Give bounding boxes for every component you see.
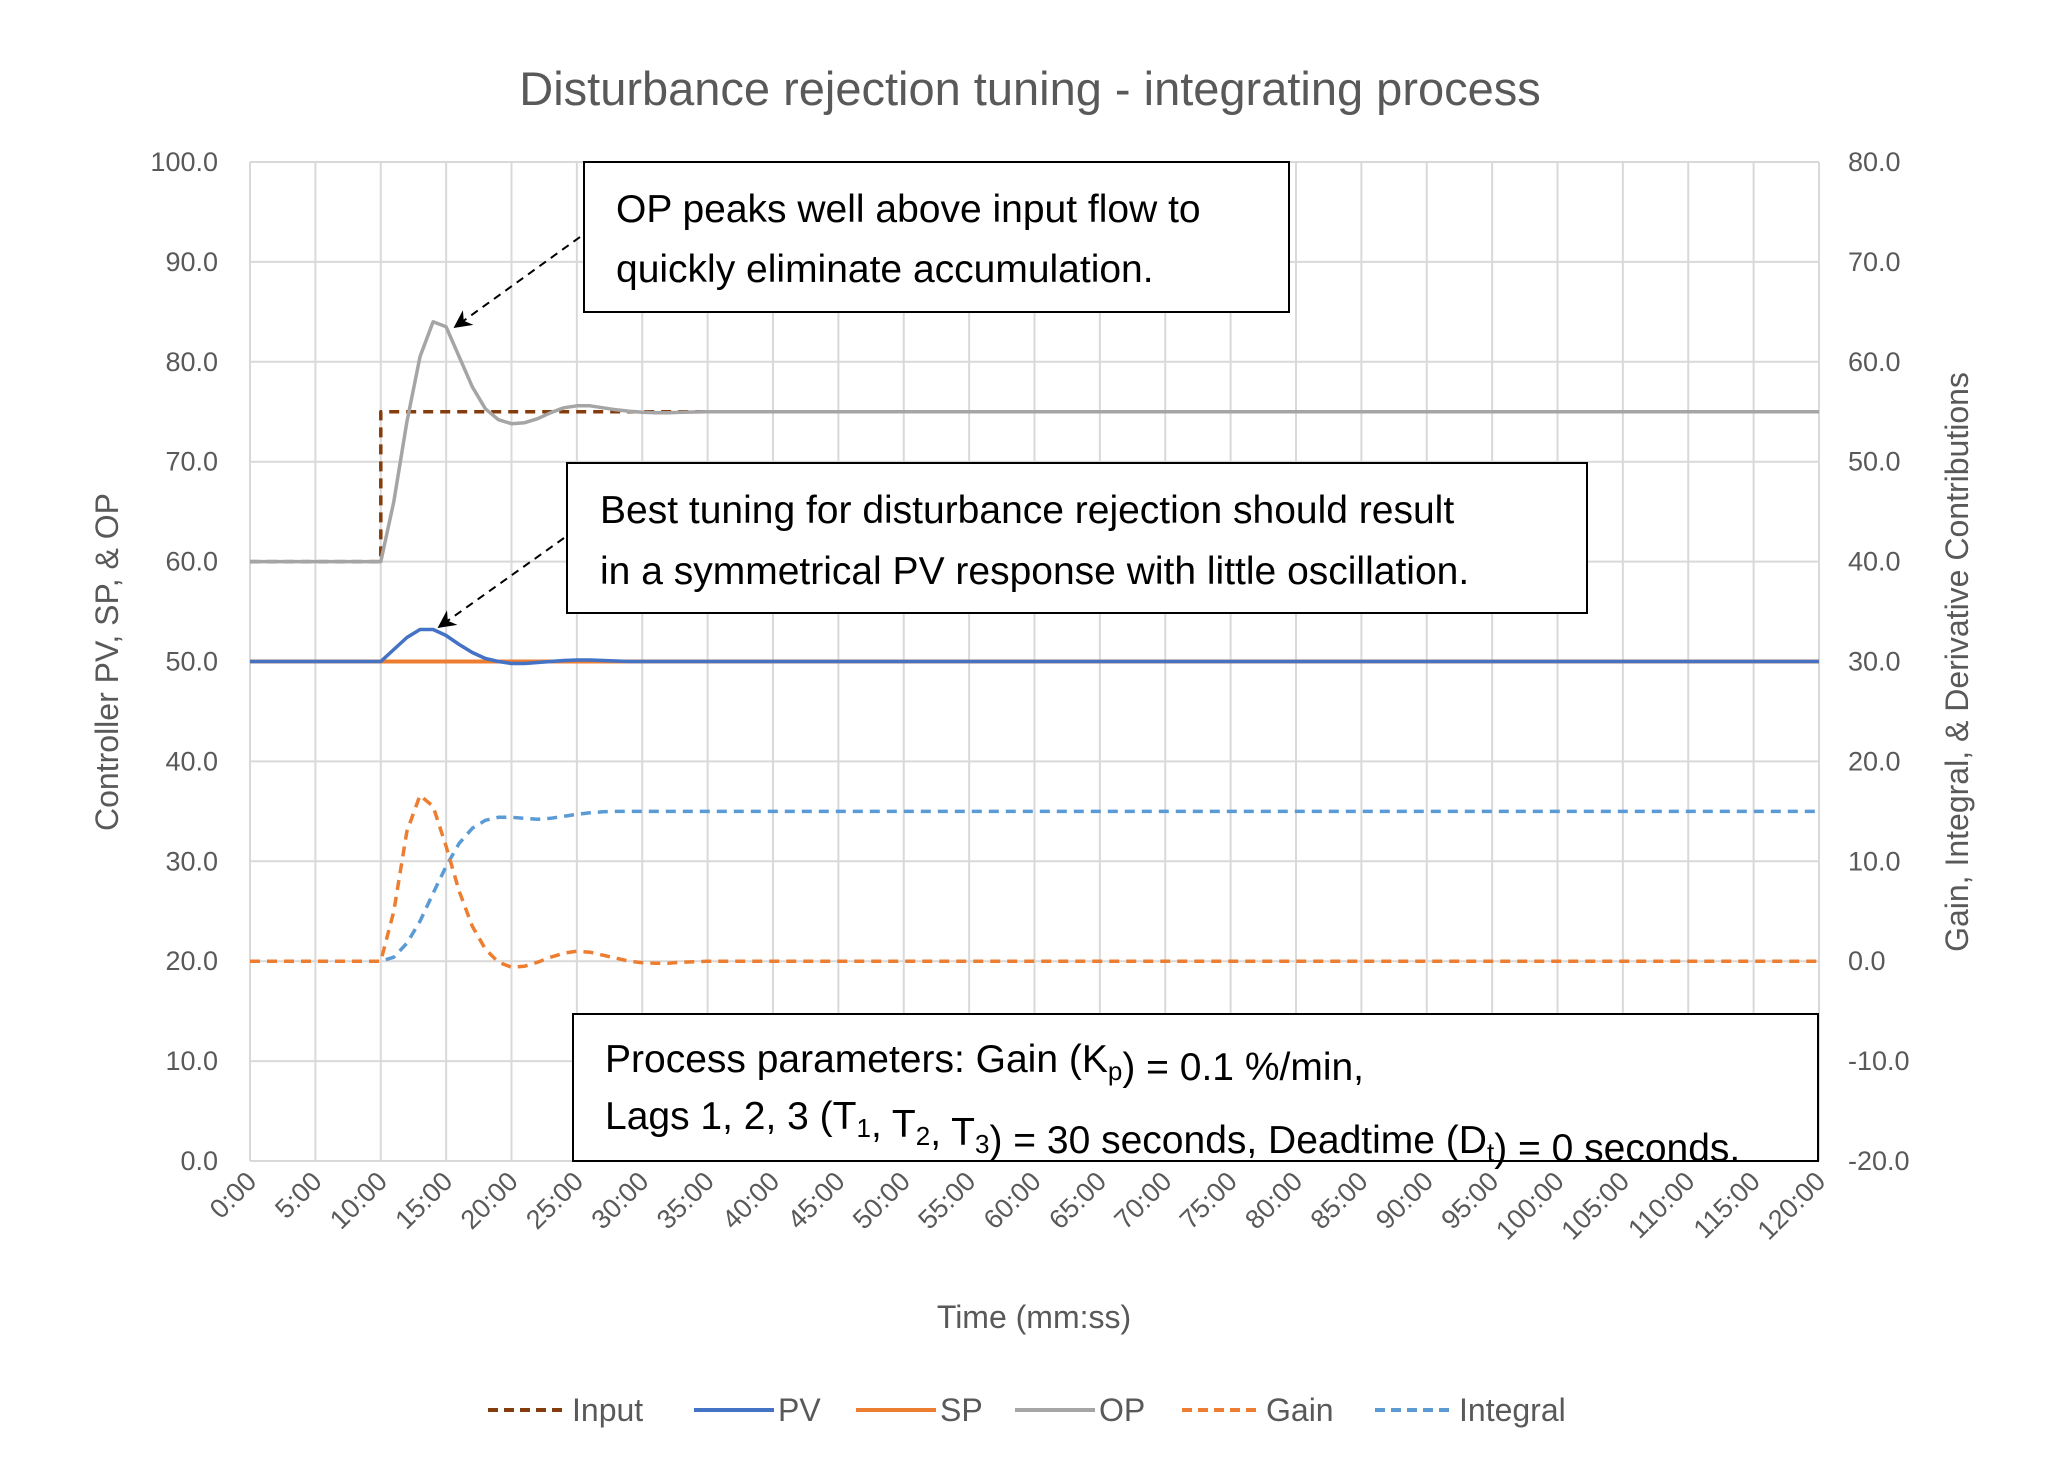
series-line-input <box>250 410 1819 564</box>
annotation-text: OP peaks well above input flow to <box>616 188 1201 231</box>
y-left-tick-label: 0.0 <box>180 1146 218 1176</box>
subscript: 1 <box>856 1113 870 1143</box>
y-left-tick-label: 50.0 <box>165 647 218 677</box>
x-tick-label: 120:00 <box>1752 1166 1832 1246</box>
x-tick-label: 100:00 <box>1490 1166 1570 1246</box>
text-segment: Best tuning for disturbance rejection sh… <box>600 489 1454 532</box>
y-right-tick-label: 20.0 <box>1848 746 1901 776</box>
y-right-tick-label: -10.0 <box>1848 1046 1910 1076</box>
legend-label-pv: PV <box>778 1392 821 1428</box>
x-axis-title: Time (mm:ss) <box>937 1299 1131 1335</box>
series-line-integral <box>250 809 1819 963</box>
x-tick-label: 110:00 <box>1622 1166 1700 1244</box>
y-left-axis-title: Controller PV, SP, & OP <box>89 493 125 831</box>
x-tick-label: 10:00 <box>324 1166 393 1235</box>
y-left-tick-label: 20.0 <box>165 946 218 976</box>
x-tick-label: 90:00 <box>1370 1166 1439 1235</box>
annotation-box <box>566 462 1588 614</box>
y-right-tick-label: 0.0 <box>1848 946 1886 976</box>
y-right-tick-label: 50.0 <box>1848 447 1901 477</box>
text-segment: quickly eliminate accumulation. <box>616 248 1154 291</box>
y-left-tick-label: 60.0 <box>165 547 218 577</box>
y-left-tick-label: 100.0 <box>150 147 218 177</box>
y-right-tick-label: 70.0 <box>1848 247 1901 277</box>
y-right-tick-label: 40.0 <box>1848 547 1901 577</box>
x-tick-label: 15:00 <box>389 1166 458 1235</box>
x-tick-label: 40:00 <box>716 1166 785 1235</box>
legend: Input PV SP OP Gain Integral <box>488 1392 1566 1428</box>
annotation-box <box>572 1013 1819 1162</box>
text-segment: Lags 1, 2, 3 (T <box>605 1095 856 1138</box>
text-segment: , T <box>930 1111 975 1154</box>
y-right-tick-label: 30.0 <box>1848 647 1901 677</box>
y-right-ticks: -20.0 -10.0 0.0 10.0 20.0 30.0 40.0 50.0 60.0 70.… <box>1848 147 1910 1176</box>
annotation-text: quickly eliminate accumulation. <box>616 248 1154 291</box>
y-left-tick-label: 70.0 <box>165 447 218 477</box>
y-left-tick-label: 80.0 <box>165 347 218 377</box>
subscript: 3 <box>975 1129 989 1159</box>
x-tick-label: 75:00 <box>1174 1166 1243 1235</box>
annotation-text: in a symmetrical PV response with little… <box>600 550 1469 593</box>
annotations: OP peaks well above input flow to quickly… <box>437 161 1819 1170</box>
annotation-arrow <box>453 236 581 329</box>
legend-label-sp: SP <box>940 1392 983 1428</box>
x-tick-label: 115:00 <box>1688 1166 1766 1244</box>
x-tick-label: 80:00 <box>1239 1166 1308 1235</box>
x-tick-label: 105:00 <box>1556 1166 1636 1246</box>
y-right-axis-title: Gain, Integral, & Derivative Contributio… <box>1939 372 1975 952</box>
x-tick-label: 65:00 <box>1043 1166 1112 1235</box>
y-right-tick-label: 80.0 <box>1848 147 1901 177</box>
y-right-tick-label: 10.0 <box>1848 846 1901 876</box>
series-line-gain <box>250 793 1819 969</box>
x-tick-label: 30:00 <box>585 1166 654 1235</box>
x-tick-label: 5:00 <box>269 1166 327 1224</box>
y-left-tick-label: 90.0 <box>165 247 218 277</box>
x-ticks: 0:00 5:0010:0015:0020:0025:0030:0035:0040… <box>204 1166 1831 1246</box>
subscript: t <box>1487 1137 1495 1167</box>
legend-label-integral: Integral <box>1459 1392 1566 1428</box>
y-right-tick-label: 60.0 <box>1848 347 1901 377</box>
annotation-text: Lags 1, 2, 3 (T1, T2, T3) = 30 seconds, … <box>605 1095 1740 1170</box>
annotation-text: Process parameters: Gain (Kp) = 0.1 %/mi… <box>605 1038 1364 1089</box>
annotation-text: Best tuning for disturbance rejection sh… <box>600 489 1454 532</box>
series-line-pv <box>250 627 1819 666</box>
text-segment: in a symmetrical PV response with little… <box>600 550 1469 593</box>
y-right-tick-label: -20.0 <box>1848 1146 1910 1176</box>
legend-label-op: OP <box>1099 1392 1145 1428</box>
y-left-tick-label: 30.0 <box>165 846 218 876</box>
y-left-ticks: 0.0 10.0 20.0 30.0 40.0 50.0 60.0 70.0 80.0 90.0 1… <box>150 147 218 1176</box>
text-segment: ) = 30 seconds, Deadtime (D <box>989 1119 1486 1162</box>
text-segment: ) = 0 seconds. <box>1494 1127 1740 1170</box>
series <box>250 320 1819 969</box>
x-tick-label: 50:00 <box>847 1166 916 1235</box>
subscript: 2 <box>916 1121 930 1151</box>
y-left-tick-label: 10.0 <box>165 1046 218 1076</box>
x-tick-label: 25:00 <box>520 1166 589 1235</box>
text-segment: ) = 0.1 %/min, <box>1122 1046 1364 1089</box>
legend-label-input: Input <box>572 1392 643 1428</box>
x-tick-label: 60:00 <box>978 1166 1047 1235</box>
annotation-arrow <box>437 537 565 629</box>
x-tick-label: 45:00 <box>782 1166 851 1235</box>
x-tick-label: 85:00 <box>1305 1166 1374 1235</box>
annotation-box <box>583 161 1290 313</box>
legend-label-gain: Gain <box>1266 1392 1334 1428</box>
text-segment: OP peaks well above input flow to <box>616 188 1201 231</box>
chart-title: Disturbance rejection tuning - integrati… <box>519 62 1541 115</box>
text-segment: Process parameters: Gain (K <box>605 1038 1108 1081</box>
text-segment: , T <box>871 1103 916 1146</box>
x-tick-label: 55:00 <box>912 1166 981 1235</box>
series-line-op <box>250 320 1819 564</box>
y-left-tick-label: 40.0 <box>165 746 218 776</box>
subscript: p <box>1108 1056 1122 1086</box>
x-tick-label: 70:00 <box>1108 1166 1177 1235</box>
x-tick-label: 35:00 <box>651 1166 720 1235</box>
x-tick-label: 20:00 <box>455 1166 524 1235</box>
